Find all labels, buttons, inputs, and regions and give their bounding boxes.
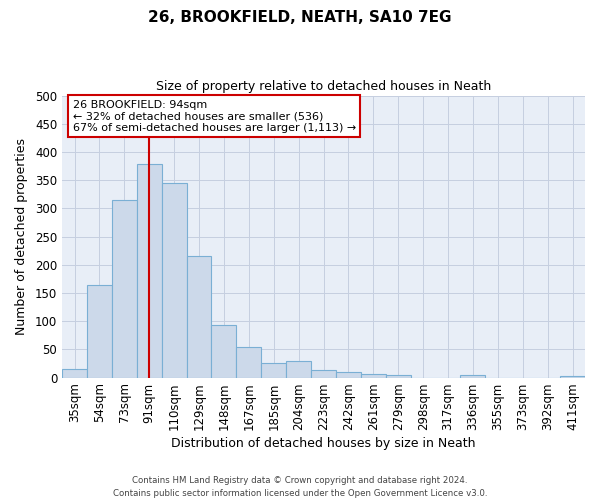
Bar (361, 374, 386, 378)
Bar (211, 325, 236, 378)
Bar (286, 361, 311, 378)
Text: 26, BROOKFIELD, NEATH, SA10 7EG: 26, BROOKFIELD, NEATH, SA10 7EG (148, 10, 452, 25)
Bar (560, 376, 585, 378)
X-axis label: Distribution of detached houses by size in Neath: Distribution of detached houses by size … (171, 437, 476, 450)
Bar (261, 364, 286, 378)
Text: 26 BROOKFIELD: 94sqm
← 32% of detached houses are smaller (536)
67% of semi-deta: 26 BROOKFIELD: 94sqm ← 32% of detached h… (73, 100, 356, 133)
Bar (336, 372, 361, 378)
Bar (236, 346, 261, 378)
Bar (460, 376, 485, 378)
Bar (187, 256, 211, 378)
Bar (311, 370, 336, 378)
Title: Size of property relative to detached houses in Neath: Size of property relative to detached ho… (156, 80, 491, 93)
Bar (137, 164, 161, 378)
Bar (386, 374, 410, 378)
Bar (87, 284, 112, 378)
Y-axis label: Number of detached properties: Number of detached properties (15, 138, 28, 335)
Text: Contains HM Land Registry data © Crown copyright and database right 2024.
Contai: Contains HM Land Registry data © Crown c… (113, 476, 487, 498)
Bar (112, 200, 137, 378)
Bar (161, 183, 187, 378)
Bar (62, 369, 87, 378)
